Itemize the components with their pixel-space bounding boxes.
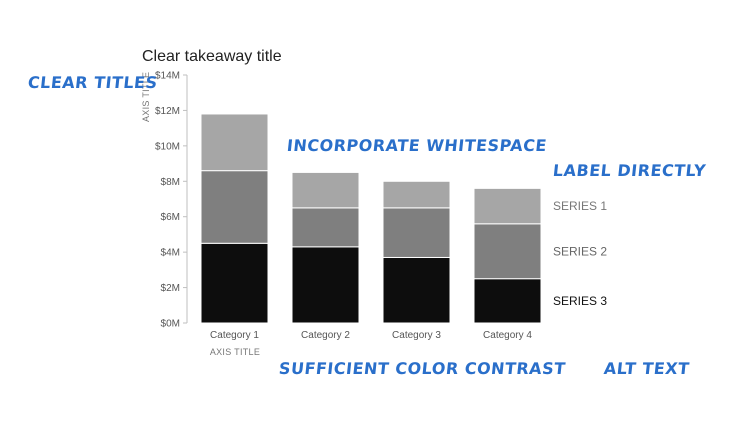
annotation-alt-text: ALT TEXT — [603, 359, 691, 378]
x-tick-label: Category 1 — [210, 330, 259, 341]
bar-segment — [473, 278, 542, 324]
x-tick-label: Category 4 — [483, 330, 532, 341]
bar-segment — [382, 180, 451, 209]
annotation-color-contrast: SUFFICIENT COLOR CONTRAST — [278, 359, 567, 378]
bar-segment — [200, 170, 269, 244]
bar-segment — [382, 207, 451, 258]
series-labels: SERIES 3 SERIES 2 SERIES 1 — [553, 199, 607, 308]
bar-segment — [291, 207, 360, 248]
bar-segment — [200, 242, 269, 324]
y-tick-label: $8M — [161, 177, 180, 188]
bar-segment — [473, 223, 542, 280]
bar-segment — [291, 246, 360, 324]
x-tick-label: Category 2 — [301, 330, 350, 341]
annotation-clear-titles: CLEAR TITLES — [27, 73, 159, 92]
series-label: SERIES 2 — [553, 244, 607, 258]
chart-title: Clear takeaway title — [142, 48, 282, 65]
bar-segment — [291, 171, 360, 209]
annotation-whitespace: INCORPORATE WHITESPACE — [286, 136, 548, 155]
y-tick-label: $14M — [155, 71, 180, 82]
y-tick-label: $6M — [161, 212, 180, 223]
bars — [200, 113, 542, 324]
x-axis-title: AXIS TITLE — [210, 347, 260, 357]
x-tick-label: Category 3 — [392, 330, 441, 341]
y-tick-label: $4M — [161, 248, 180, 259]
bar-segment — [473, 187, 542, 225]
y-tick-label: $12M — [155, 106, 180, 117]
y-tick-label: $0M — [161, 319, 180, 330]
bar-segment — [382, 256, 451, 324]
series-label: SERIES 3 — [553, 294, 607, 308]
y-tick-label: $2M — [161, 283, 180, 294]
y-tick-label: $10M — [155, 141, 180, 152]
annotation-label-directly: LABEL DIRECTLY — [552, 161, 707, 180]
series-label: SERIES 1 — [553, 199, 607, 213]
x-axis-labels: Category 1 Category 2 Category 3 Category 4 — [210, 330, 532, 341]
y-axis-title: AXIS TITLE — [141, 72, 151, 122]
bar-segment — [200, 113, 269, 172]
y-axis-ticks: $0M $2M $4M $6M $8M $10M $12M $14M — [155, 71, 187, 330]
